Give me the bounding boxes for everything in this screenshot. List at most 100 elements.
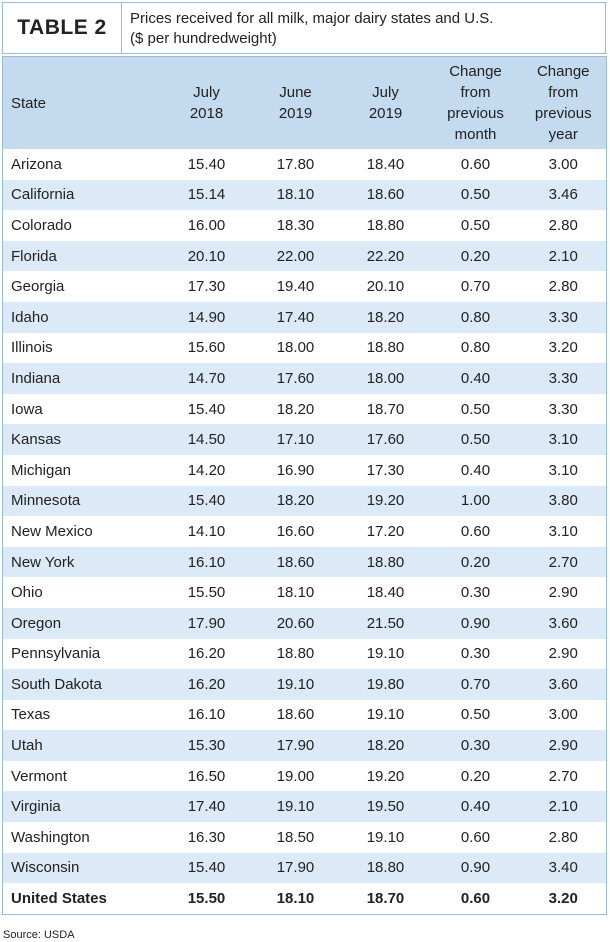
title-line: Prices received for all milk, major dair…	[130, 10, 494, 27]
value-cell: 18.80	[276, 645, 315, 663]
value-cell: 18.00	[276, 339, 315, 357]
value-cell: 0.80	[430, 301, 521, 333]
value-cell: 0.50	[430, 424, 521, 455]
value-cell: 0.20	[430, 546, 521, 578]
value-cell: 18.60	[250, 546, 341, 578]
value-cell: 3.00	[548, 155, 578, 173]
value-cell: 19.10	[250, 669, 341, 700]
header-line: State	[11, 94, 47, 112]
state-cell: Illinois	[11, 339, 53, 357]
value-cell: 3.00	[548, 706, 578, 724]
table-title: Prices received for all milk, major dair…	[122, 3, 493, 53]
value-cell: 0.90	[430, 852, 521, 884]
table-row: Arizona 15.40 17.80 18.40 0.60 3.00	[3, 149, 607, 180]
value-cell: 18.10	[250, 179, 341, 211]
value-cell: 19.10	[366, 706, 405, 724]
value-cell: 3.60	[520, 669, 607, 700]
value-cell: 15.40	[162, 852, 251, 884]
value-cell: 0.60	[460, 522, 491, 540]
table-row: Ohio 15.50 18.10 18.40 0.30 2.90	[3, 577, 607, 608]
value-cell: 0.70	[460, 278, 491, 296]
value-cell: 18.10	[276, 584, 315, 602]
table-row: United States 15.50 18.10 18.70 0.60 3.20	[3, 883, 607, 914]
value-cell: 3.30	[520, 301, 607, 333]
table-row: New Mexico 14.10 16.60 17.20 0.60 3.10	[3, 516, 607, 547]
value-cell: 20.10	[366, 278, 405, 296]
value-cell: 3.30	[548, 400, 578, 418]
state-cell: Utah	[2, 730, 163, 761]
value-cell: 22.20	[340, 240, 431, 272]
table-header: TABLE 2 Prices received for all milk, ma…	[2, 2, 606, 54]
column-header: Change from previous year	[520, 56, 607, 149]
header-line: July	[372, 84, 399, 101]
value-cell: 19.00	[276, 767, 315, 785]
value-cell: 18.80	[340, 852, 431, 884]
value-cell: 17.10	[250, 424, 341, 455]
table-row: Iowa 15.40 18.20 18.70 0.50 3.30	[3, 394, 607, 425]
value-cell: 15.40	[187, 400, 226, 418]
value-cell: 19.40	[276, 278, 315, 296]
value-cell: 17.30	[187, 278, 226, 296]
value-cell: 3.30	[520, 363, 607, 394]
value-cell: 18.10	[276, 890, 315, 908]
value-cell: 15.30	[162, 730, 251, 761]
value-cell: 2.80	[548, 216, 578, 234]
table-label: TABLE 2	[3, 3, 122, 53]
table-row: Illinois 15.60 18.00 18.80 0.80 3.20	[3, 333, 607, 364]
value-cell: 17.20	[366, 522, 405, 540]
value-cell: 3.46	[520, 179, 607, 211]
table-row: California 15.14 18.10 18.60 0.50 3.46	[2, 179, 607, 211]
state-cell: Vermont	[11, 767, 67, 785]
table-row: Idaho 14.90 17.40 18.20 0.80 3.30	[2, 301, 607, 333]
value-cell: 17.40	[250, 301, 341, 333]
value-cell: 3.10	[548, 522, 578, 540]
table-row: Utah 15.30 17.90 18.20 0.30 2.90	[2, 730, 607, 761]
state-cell: Pennsylvania	[11, 645, 101, 663]
value-cell: 0.30	[460, 645, 491, 663]
value-cell: 2.70	[548, 767, 578, 785]
title-line: ($ per hundredweight)	[130, 30, 277, 47]
value-cell: 0.50	[460, 216, 491, 234]
value-cell: 14.90	[162, 301, 251, 333]
value-cell: 0.40	[430, 791, 521, 823]
table-row: Washington 16.30 18.50 19.10 0.60 2.80	[3, 822, 607, 853]
value-cell: 18.20	[340, 730, 431, 761]
header-line: Change	[536, 63, 590, 80]
value-cell: 0.80	[460, 339, 491, 357]
state-cell: Oregon	[2, 607, 163, 639]
header-line: from	[548, 84, 579, 101]
state-cell: United States	[11, 890, 107, 908]
value-cell: 19.10	[366, 828, 405, 846]
state-cell: New York	[2, 546, 163, 578]
header-line: month	[454, 126, 497, 143]
value-cell: 18.40	[366, 584, 405, 602]
value-cell: 0.20	[460, 767, 491, 785]
value-cell: 18.80	[366, 339, 405, 357]
value-cell: 17.60	[250, 363, 341, 394]
state-cell: Texas	[11, 706, 51, 724]
value-cell: 17.90	[162, 607, 251, 639]
value-cell: 18.00	[340, 363, 431, 394]
value-cell: 0.60	[460, 828, 491, 846]
value-cell: 14.10	[187, 522, 226, 540]
table-row: Vermont 16.50 19.00 19.20 0.20 2.70	[3, 761, 607, 792]
value-cell: 0.30	[430, 730, 521, 761]
header-line: 2018	[189, 105, 224, 122]
value-cell: 15.14	[162, 179, 251, 211]
table-row: Kansas 14.50 17.10 17.60 0.50 3.10	[2, 424, 607, 455]
value-cell: 15.40	[162, 485, 251, 517]
value-cell: 2.90	[520, 730, 607, 761]
value-cell: 0.30	[460, 584, 491, 602]
value-cell: 3.10	[548, 461, 578, 479]
value-cell: 3.20	[548, 890, 578, 908]
value-cell: 17.30	[366, 461, 405, 479]
value-cell: 18.70	[366, 400, 405, 418]
value-cell: 21.50	[340, 607, 431, 639]
value-cell: 17.90	[250, 730, 341, 761]
state-cell: Michigan	[11, 461, 72, 479]
state-cell: Florida	[2, 240, 163, 272]
value-cell: 22.00	[250, 240, 341, 272]
value-cell: 1.00	[430, 485, 521, 517]
state-cell: South Dakota	[2, 669, 163, 700]
